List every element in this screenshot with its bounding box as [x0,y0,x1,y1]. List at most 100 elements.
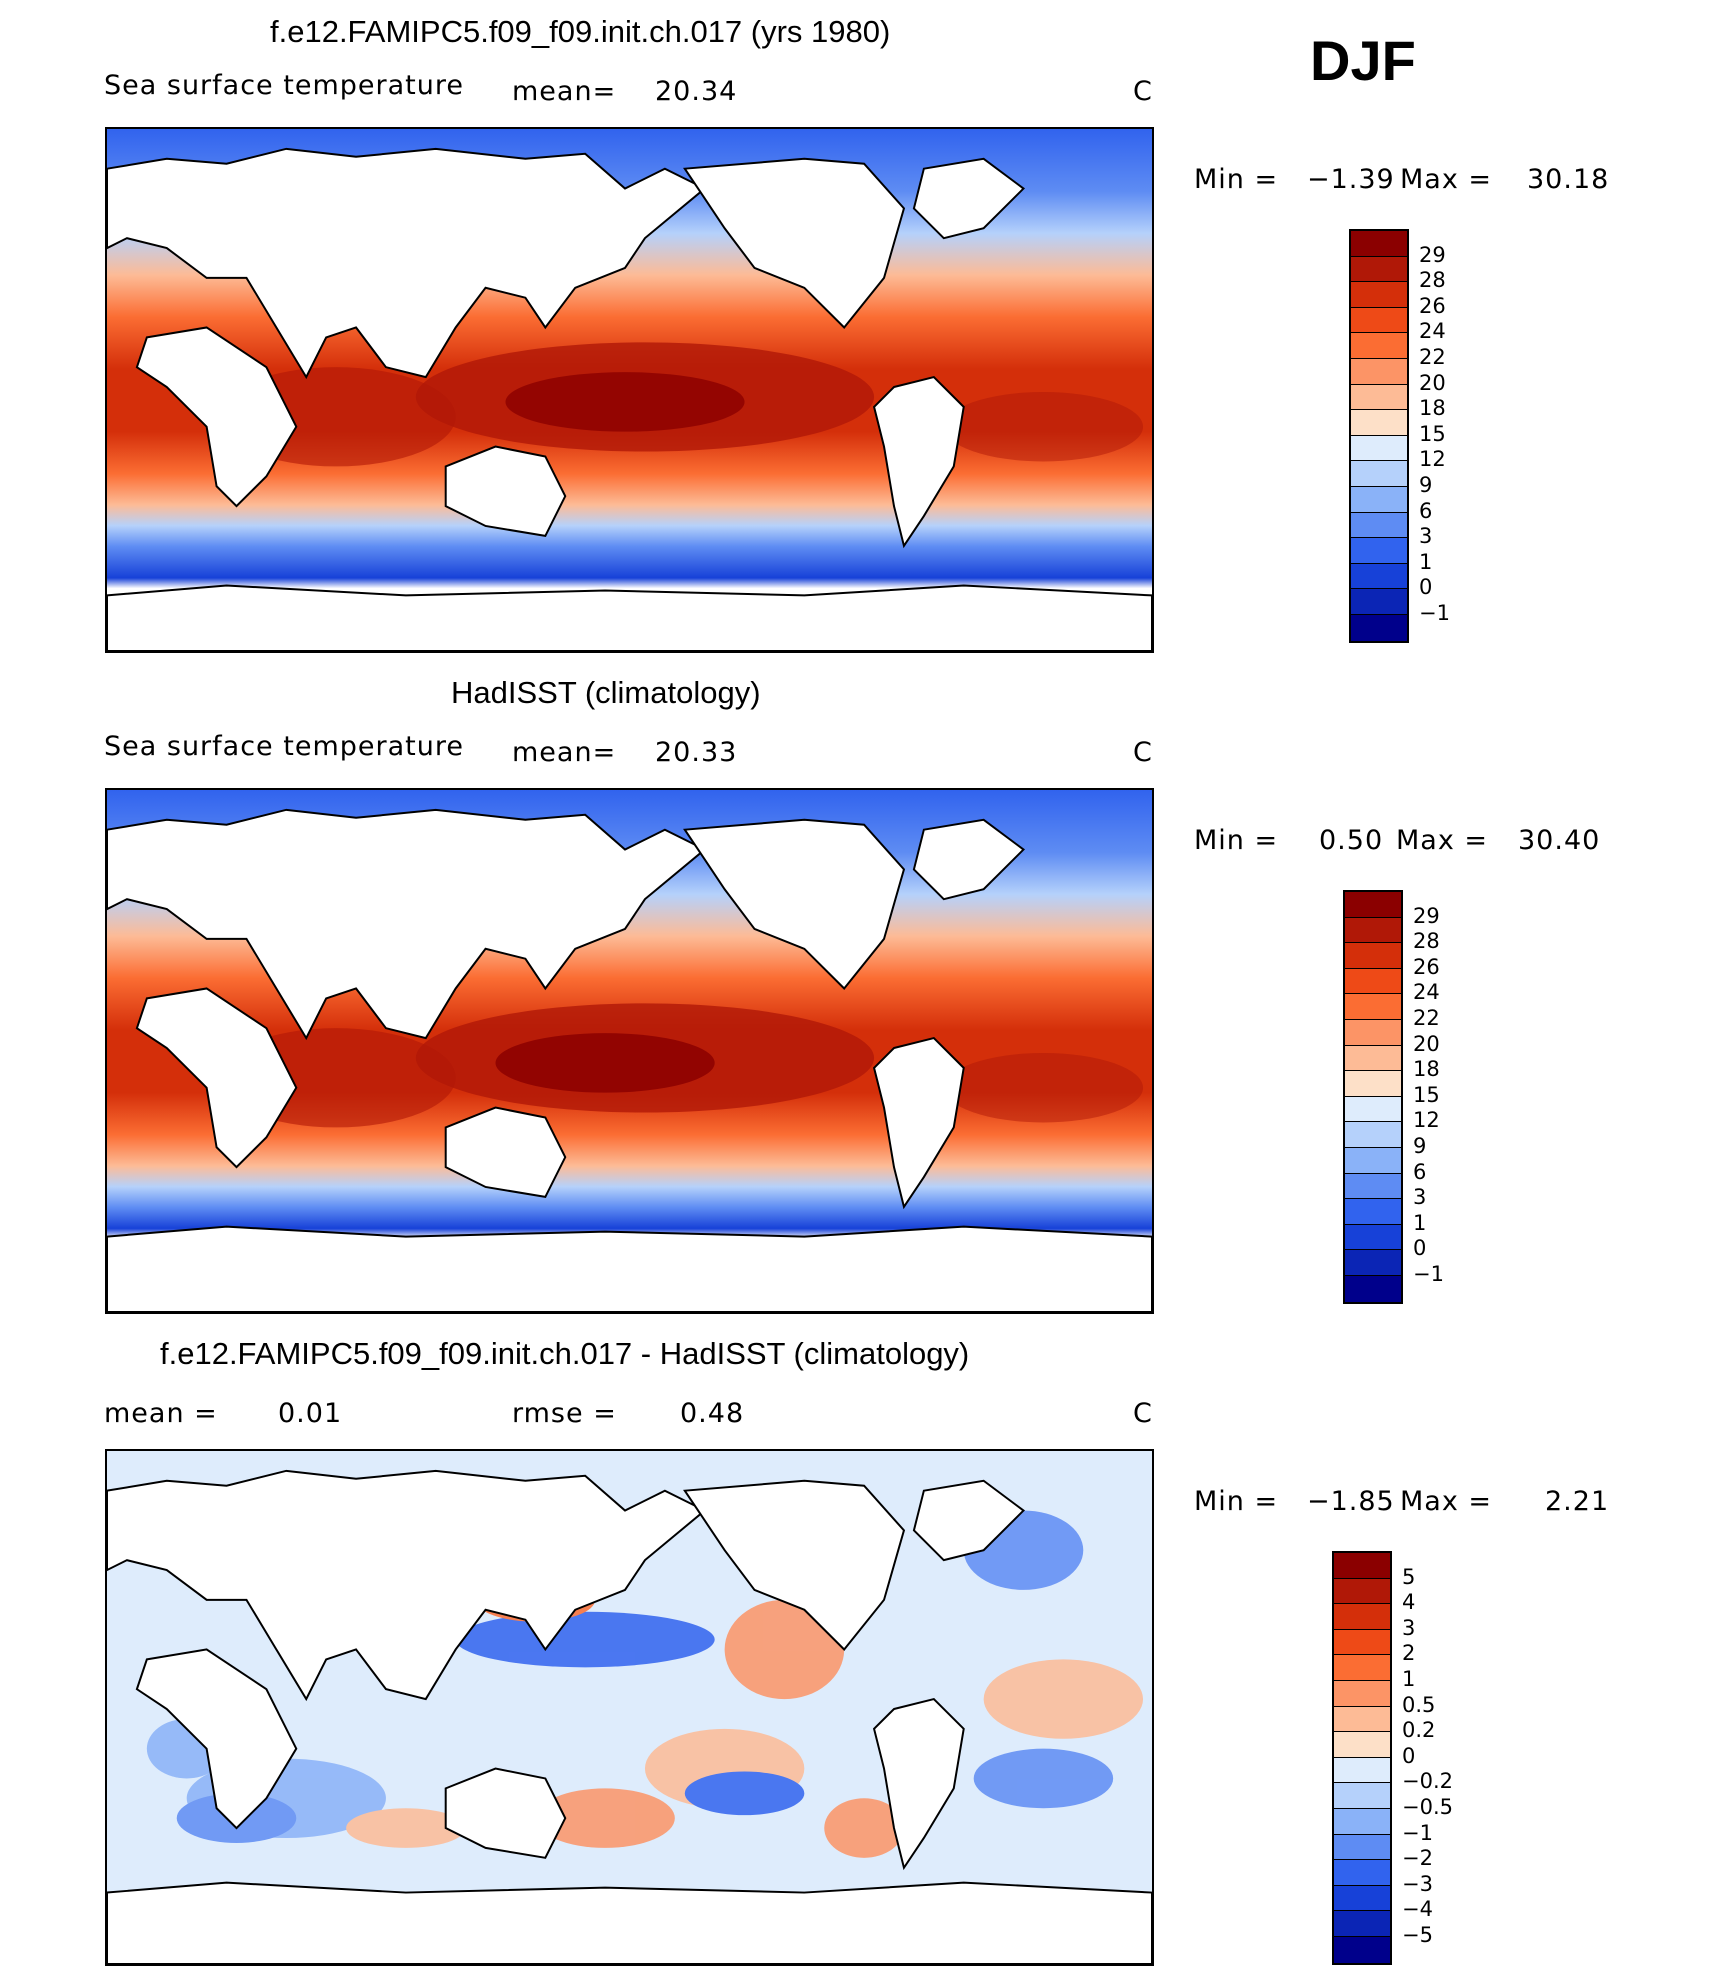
colorbar-swatch [1334,1553,1390,1579]
colorbar-tick-label: 0 [1402,1743,1416,1768]
colorbar-tick-label: 26 [1413,954,1440,979]
colorbar-swatch [1334,1629,1390,1656]
colorbar-tick-label: 18 [1413,1057,1440,1082]
rmse-label: rmse = [512,1398,617,1429]
colorbar [1349,229,1409,643]
colorbar-tick-label: −5 [1402,1923,1433,1947]
sst-diff-map [105,1449,1154,1966]
colorbar-swatch [1334,1578,1390,1605]
colorbar-swatch [1334,1885,1390,1912]
colorbar-swatch [1351,282,1407,308]
colorbar-swatch [1345,1199,1401,1225]
colorbar-tick-label: 22 [1419,345,1446,369]
colorbar-tick-label: 0.5 [1402,1692,1436,1717]
colorbar-tick-label: 15 [1413,1082,1440,1107]
land-outlines [107,1469,1152,1964]
colorbar-swatch [1334,1757,1390,1784]
colorbar-tick-label: 18 [1419,396,1446,421]
colorbar-tick-label: 9 [1419,473,1433,497]
land-outlines [107,147,1152,651]
units-label: C [1133,737,1153,768]
mean-label: mean = [104,1398,218,1429]
rmse-value: 0.48 [680,1398,745,1429]
colorbar-tick-label: 12 [1413,1108,1440,1133]
mean-value: 0.01 [278,1398,343,1429]
colorbar-swatch [1351,358,1407,385]
colorbar-tick-label: 20 [1419,370,1446,395]
max-value: 2.21 [1545,1486,1610,1517]
min-label: Min = [1194,1486,1279,1517]
colorbar-swatch [1334,1911,1390,1937]
colorbar-swatch [1334,1936,1390,1963]
colorbar-tick-label: 6 [1419,498,1433,523]
units-label: C [1133,76,1153,107]
max-label: Max = [1400,1486,1493,1517]
colorbar-swatch [1351,589,1407,615]
colorbar-swatch [1345,892,1401,918]
mean-label: mean= [512,737,617,768]
colorbar-tick-label: 5 [1402,1564,1416,1589]
colorbar-swatch [1334,1655,1390,1681]
colorbar-tick-label: 24 [1419,319,1446,344]
colorbar-swatch [1345,917,1401,944]
colorbar-tick-label: −0.2 [1402,1769,1453,1794]
land-outlines [107,808,1152,1312]
colorbar-swatch [1345,1147,1401,1174]
colorbar-tick-label: 4 [1402,1590,1416,1615]
colorbar-swatch [1351,410,1407,436]
max-label: Max = [1400,164,1493,195]
colorbar-swatch [1351,435,1407,462]
panel-title: f.e12.FAMIPC5.f09_f09.init.ch.017 - HadI… [160,1336,970,1371]
mean-label: mean= [512,76,617,107]
colorbar-swatch [1345,1122,1401,1148]
colorbar-swatch [1334,1604,1390,1630]
colorbar-swatch [1351,486,1407,513]
colorbar-tick-label: −4 [1402,1897,1433,1922]
field-label: Sea surface temperature [104,70,464,101]
colorbar-tick-label: −0.5 [1402,1795,1453,1819]
panel-title: f.e12.FAMIPC5.f09_f09.init.ch.017 (yrs 1… [270,14,891,49]
colorbar-swatch [1334,1732,1390,1758]
colorbar-swatch [1351,307,1407,334]
colorbar-swatch [1345,1096,1401,1123]
colorbar-swatch [1345,1045,1401,1072]
colorbar-tick-label: 28 [1419,268,1446,293]
colorbar-swatch [1351,461,1407,487]
colorbar-swatch [1351,563,1407,590]
mean-value: 20.34 [655,76,738,107]
colorbar-swatch [1334,1860,1390,1886]
colorbar-tick-label: 0 [1419,575,1433,600]
colorbar-swatch [1351,614,1407,641]
max-value: 30.18 [1527,164,1610,195]
colorbar-swatch [1351,512,1407,539]
colorbar-swatch [1351,384,1407,411]
colorbar-tick-label: 2 [1402,1641,1416,1666]
mean-value: 20.33 [655,737,738,768]
colorbar-swatch [1345,994,1401,1020]
colorbar-tick-label: −1 [1413,1262,1444,1286]
colorbar-swatch [1334,1680,1390,1707]
colorbar-swatch [1334,1808,1390,1835]
colorbar-swatch [1334,1706,1390,1733]
min-value: −1.39 [1307,164,1395,195]
colorbar-swatch [1334,1834,1390,1861]
colorbar-tick-label: 3 [1413,1185,1427,1210]
max-value: 30.40 [1518,825,1601,856]
colorbar-tick-label: 28 [1413,929,1440,954]
colorbar-swatch [1345,1019,1401,1046]
min-label: Min = [1194,825,1279,856]
colorbar-tick-label: 0 [1413,1236,1427,1261]
colorbar-swatch [1345,1173,1401,1200]
colorbar-swatch [1345,943,1401,969]
colorbar-tick-label: 3 [1419,524,1433,549]
colorbar-tick-label: 0.2 [1402,1718,1436,1743]
colorbar-tick-label: 6 [1413,1159,1427,1184]
colorbar-swatch [1345,968,1401,995]
colorbar-tick-label: 1 [1402,1667,1416,1691]
sst-map-obs [105,788,1154,1314]
sst-map-model [105,127,1154,653]
max-label: Max = [1396,825,1489,856]
colorbar-swatch [1351,333,1407,359]
colorbar [1343,890,1403,1304]
colorbar-tick-label: −2 [1402,1846,1433,1871]
